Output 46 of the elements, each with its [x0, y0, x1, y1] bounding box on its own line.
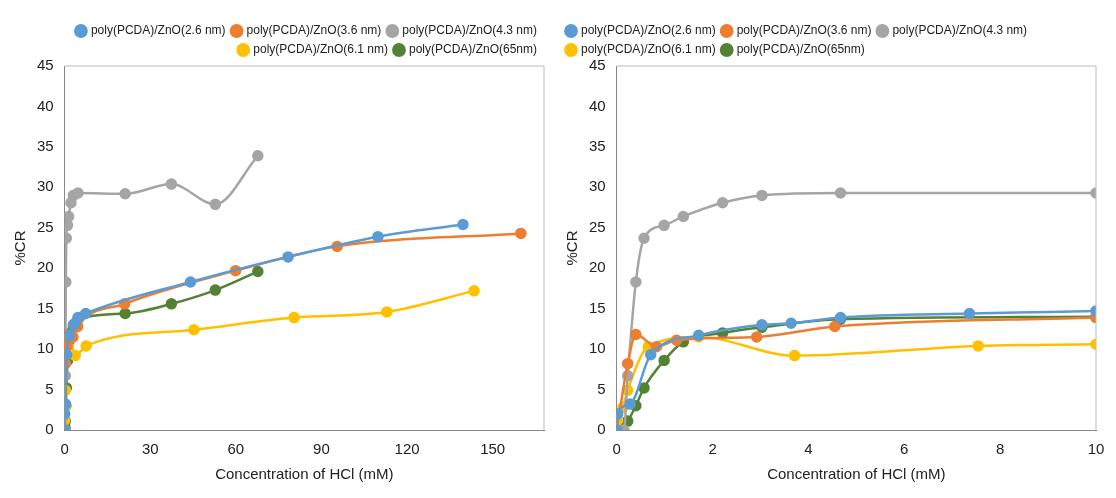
x-tick-label: 8 [995, 440, 1005, 458]
legend-label: poly(PCDA)/ZnO(6.1 nm) [253, 42, 388, 57]
legend-label: poly(PCDA)/ZnO(6.1 nm) [581, 42, 716, 57]
x-tick-label: 30 [141, 440, 159, 458]
x-tick-label: 0 [60, 440, 69, 458]
y-tick-label: 25 [37, 217, 54, 235]
legend-label: poly(PCDA)/ZnO(4.3 nm) [892, 23, 1028, 38]
x-tick-label: 120 [394, 440, 420, 458]
y-axis-title: %CR [563, 230, 581, 266]
y-tick-label: 10 [37, 339, 54, 357]
y-tick-label: 0 [597, 420, 606, 438]
x-tick-label: 60 [227, 440, 245, 458]
legend-label: poly(PCDA)/ZnO(3.6 nm) [736, 23, 872, 38]
legend-label: poly(PCDA)/ZnO(4.3 nm) [402, 23, 538, 38]
x-tick-label: 6 [900, 440, 909, 458]
x-tick-label: 10 [1087, 440, 1105, 458]
legend-label: poly(PCDA)/ZnO(65nm) [736, 42, 865, 57]
y-tick-label: 35 [37, 137, 54, 155]
x-tick-label: 0 [612, 440, 621, 458]
legend-label: poly(PCDA)/ZnO(3.6 nm) [246, 23, 382, 38]
y-tick-label: 15 [37, 298, 54, 316]
legend-label: poly(PCDA)/ZnO(2.6 nm) [90, 23, 226, 38]
x-tick-label: 150 [480, 440, 506, 458]
x-axis-title: Concentration of HCl (mM) [767, 465, 946, 483]
y-tick-label: 40 [589, 96, 606, 114]
x-tick-label: 90 [313, 440, 330, 458]
y-tick-label: 35 [589, 137, 606, 155]
legend-label: poly(PCDA)/ZnO(2.6 nm) [581, 23, 716, 38]
y-tick-label: 40 [37, 96, 54, 114]
y-tick-label: 15 [589, 298, 606, 316]
legend-label: poly(PCDA)/ZnO(65nm) [408, 42, 537, 57]
y-tick-label: 5 [45, 379, 54, 397]
x-tick-label: 2 [708, 440, 717, 458]
x-tick-label: 4 [804, 440, 813, 458]
x-axis-title: Concentration of HCl (mM) [215, 465, 394, 483]
y-tick-label: 10 [589, 339, 606, 357]
y-tick-label: 45 [589, 56, 606, 74]
y-tick-label: 0 [45, 420, 54, 438]
y-tick-label: 25 [589, 217, 606, 235]
y-tick-label: 30 [589, 177, 606, 195]
y-tick-label: 20 [37, 258, 54, 276]
y-axis-title: %CR [11, 230, 29, 266]
y-tick-label: 45 [37, 56, 54, 74]
y-tick-label: 20 [589, 258, 606, 276]
y-tick-label: 30 [37, 177, 54, 195]
y-tick-label: 5 [597, 379, 606, 397]
